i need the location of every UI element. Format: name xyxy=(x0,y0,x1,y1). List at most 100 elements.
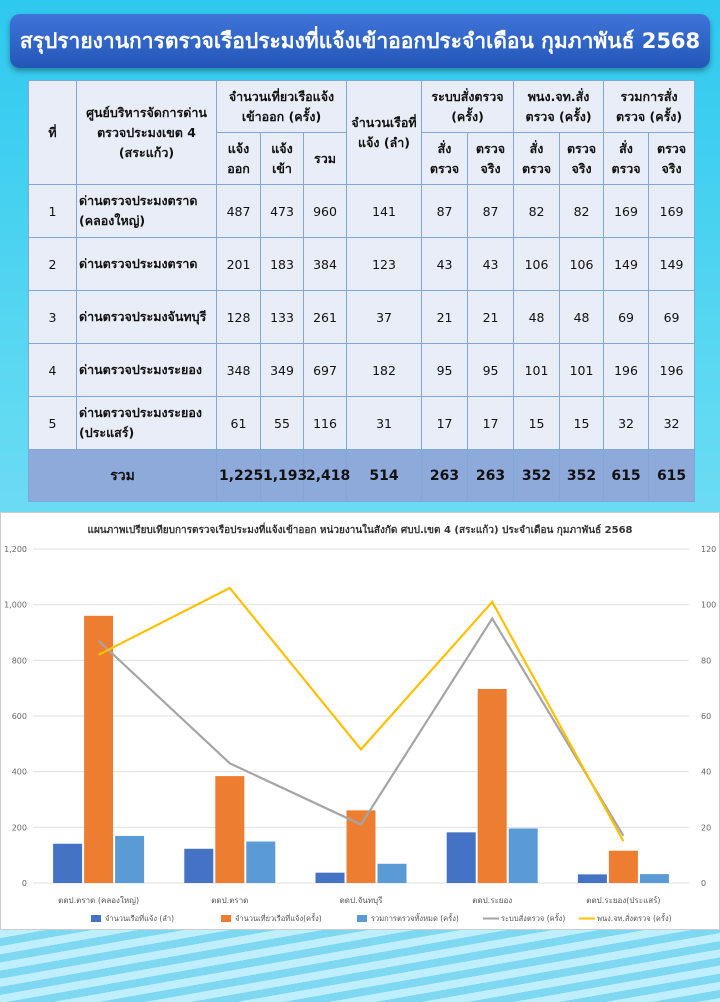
cell-sys_a: 43 xyxy=(467,237,515,291)
total-label: รวม xyxy=(28,449,217,502)
cell-sys_o: 43 xyxy=(421,237,469,291)
legend-swatch xyxy=(357,915,367,922)
cell-out: 348 xyxy=(216,343,261,397)
y2-tick-label: 0 xyxy=(701,879,706,888)
legend-label: รวมการตรวจทั้งหมด (ครั้ง) xyxy=(371,913,459,923)
bar xyxy=(377,863,407,883)
cell-sys_a: 95 xyxy=(467,343,515,397)
cell-no: 3 xyxy=(28,290,77,344)
total-tot_a: 615 xyxy=(648,449,696,502)
cell-off_a: 101 xyxy=(559,343,605,397)
cell-sys_a: 21 xyxy=(467,290,515,344)
cell-name: ด่านตรวจประมงระยอง xyxy=(76,343,217,397)
y2-tick-label: 100 xyxy=(701,601,716,610)
cell-sys_o: 95 xyxy=(421,343,469,397)
cell-name: ด่านตรวจประมงตราด xyxy=(76,237,217,291)
total-row: รวม 1,225 1,193 2,418 514 263 263 352 352 615 615 xyxy=(28,449,696,502)
cell-boats: 31 xyxy=(346,396,423,450)
cell-off_o: 82 xyxy=(513,184,561,238)
cell-off_o: 101 xyxy=(513,343,561,397)
total-off_o: 352 xyxy=(513,449,561,502)
cell-off_a: 106 xyxy=(559,237,605,291)
cell-tot_o: 149 xyxy=(603,237,650,291)
x-tick-label: ตดป.จันทบุรี xyxy=(340,896,384,905)
summary-table: ที่ ศูนย์บริหารจัดการด่านตรวจประมงเขต 4 … xyxy=(28,80,696,502)
y-tick-label: 1,200 xyxy=(4,545,27,554)
bar xyxy=(315,872,345,883)
y-tick-label: 200 xyxy=(12,823,27,832)
total-sys_o: 263 xyxy=(421,449,469,502)
cell-out: 128 xyxy=(216,290,261,344)
cell-sys_o: 21 xyxy=(421,290,469,344)
bar xyxy=(639,874,669,883)
cell-off_a: 15 xyxy=(559,396,605,450)
table-row: 5 ด่านตรวจประมงระยอง (ประแสร์) 61 55 116 31 17… xyxy=(28,396,696,450)
cell-tot_o: 69 xyxy=(603,290,650,344)
total-sys_a: 263 xyxy=(467,449,515,502)
legend-swatch xyxy=(221,915,231,922)
header-actual: ตรวจจริง xyxy=(648,132,696,185)
y2-tick-label: 40 xyxy=(701,768,711,777)
cell-sum: 960 xyxy=(302,184,348,238)
legend-label: จำนวนเที่ยวเรือที่แจ้ง(ครั้ง) xyxy=(235,913,322,923)
bar xyxy=(346,810,376,883)
y2-tick-label: 20 xyxy=(701,823,711,832)
header-no: ที่ xyxy=(28,80,77,185)
cell-in: 473 xyxy=(260,184,304,238)
chart-title: แผนภาพเปรียบเทียบการตรวจเรือประมงที่แจ้ง… xyxy=(88,522,633,536)
y-tick-label: 800 xyxy=(12,656,27,665)
cell-tot_a: 32 xyxy=(648,396,696,450)
table-row: 3 ด่านตรวจประมงจันทบุรี 128 133 261 37 21 21 48 4… xyxy=(28,290,696,344)
cell-boats: 182 xyxy=(346,343,423,397)
cell-in: 183 xyxy=(260,237,304,291)
cell-in: 349 xyxy=(260,343,304,397)
cell-tot_a: 69 xyxy=(648,290,696,344)
x-tick-label: ตดป.ระยอง xyxy=(472,896,512,905)
bar xyxy=(508,828,538,883)
y2-tick-label: 120 xyxy=(701,545,716,554)
waves-decoration xyxy=(0,930,720,1002)
cell-name: ด่านตรวจประมงตราด (คลองใหญ่) xyxy=(76,184,217,238)
bar xyxy=(215,776,245,883)
x-tick-label: ตดป.ระยอง(ประแสร์) xyxy=(586,895,660,905)
cell-sum: 697 xyxy=(302,343,348,397)
cell-boats: 37 xyxy=(346,290,423,344)
table-row: 2 ด่านตรวจประมงตราด 201 183 384 123 43 43 106 106… xyxy=(28,237,696,291)
cell-name: ด่านตรวจประมงระยอง (ประแสร์) xyxy=(76,396,217,450)
cell-tot_o: 169 xyxy=(603,184,650,238)
cell-sys_o: 87 xyxy=(421,184,469,238)
cell-tot_a: 169 xyxy=(648,184,696,238)
y-tick-label: 1,000 xyxy=(4,601,27,610)
cell-name: ด่านตรวจประมงจันทบุรี xyxy=(76,290,217,344)
cell-no: 2 xyxy=(28,237,77,291)
header-out: แจ้งออก xyxy=(216,132,261,185)
cell-out: 201 xyxy=(216,237,261,291)
cell-sum: 261 xyxy=(302,290,348,344)
total-in: 1,193 xyxy=(260,449,307,502)
y-tick-label: 600 xyxy=(12,712,27,721)
bar xyxy=(53,843,83,883)
cell-no: 5 xyxy=(28,396,77,450)
bar xyxy=(477,689,507,883)
legend-label: จำนวนเรือที่แจ้ง (ลำ) xyxy=(105,913,174,923)
legend-label: ระบบสั่งตรวจ (ครั้ง) xyxy=(501,913,565,923)
series-line xyxy=(97,616,625,837)
bar xyxy=(184,848,214,883)
header-actual: ตรวจจริง xyxy=(467,132,515,185)
cell-sum: 116 xyxy=(302,396,348,450)
chart-panel: แผนภาพเปรียบเทียบการตรวจเรือประมงที่แจ้ง… xyxy=(0,512,720,930)
cell-off_a: 48 xyxy=(559,290,605,344)
page-title: สรุปรายงานการตรวจเรือประมงที่แจ้งเข้าออก… xyxy=(10,14,710,68)
cell-boats: 123 xyxy=(346,237,423,291)
y2-tick-label: 60 xyxy=(701,712,711,721)
header-in: แจ้งเข้า xyxy=(260,132,304,185)
cell-off_a: 82 xyxy=(559,184,605,238)
header-center: ศูนย์บริหารจัดการด่านตรวจประมงเขต 4 (สระ… xyxy=(76,80,217,185)
cell-off_o: 48 xyxy=(513,290,561,344)
cell-tot_o: 196 xyxy=(603,343,650,397)
y2-tick-label: 80 xyxy=(701,656,711,665)
table-row: 4 ด่านตรวจประมงระยอง 348 349 697 182 95 95 101 10… xyxy=(28,343,696,397)
cell-sum: 384 xyxy=(302,237,348,291)
bar xyxy=(84,615,114,883)
cell-no: 1 xyxy=(28,184,77,238)
